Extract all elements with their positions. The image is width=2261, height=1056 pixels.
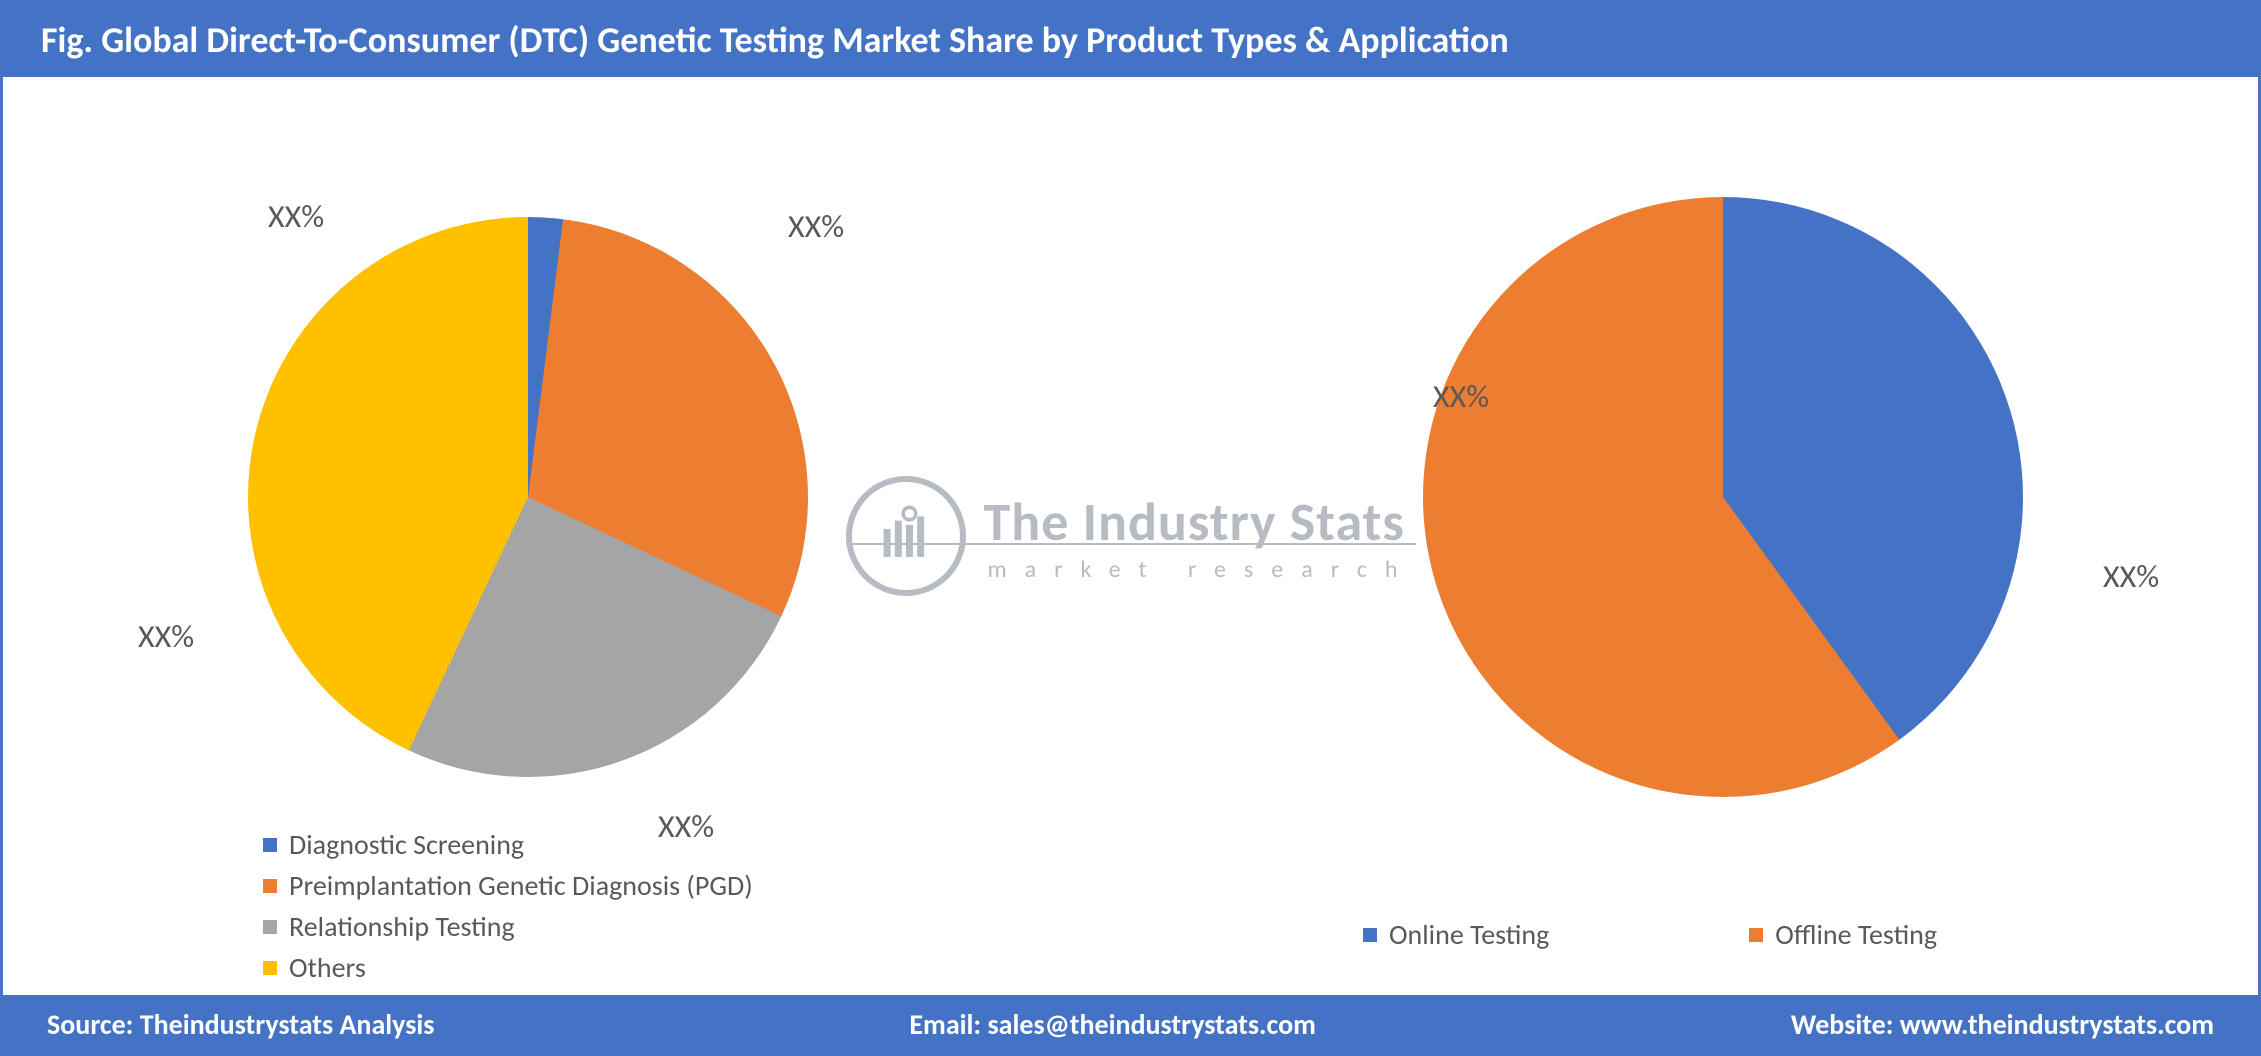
legend-item: Relationship Testing — [263, 909, 753, 944]
watermark-main: The Industry Stats — [983, 489, 1415, 555]
legend-swatch — [263, 838, 277, 852]
legend-swatch — [1749, 928, 1763, 942]
pie-disc — [248, 217, 808, 777]
footer-source-label: Source: — [47, 1007, 133, 1042]
product-types-legend: Diagnostic Screening Preimplantation Gene… — [263, 827, 753, 991]
application-pie: XX%XX% — [1423, 197, 2023, 797]
watermark-sub: market research — [987, 555, 1415, 584]
footer-website-label: Website: — [1791, 1007, 1894, 1042]
legend-label: Offline Testing — [1775, 917, 1937, 952]
product-types-pie-panel: XX%XX%XX%XX% — [248, 217, 808, 777]
footer-email: Email: sales@theindustrystats.com — [909, 1007, 1316, 1042]
gear-icon — [845, 476, 965, 596]
footer-bar: Source: Theindustrystats Analysis Email:… — [3, 995, 2258, 1053]
legend-item: Diagnostic Screening — [263, 827, 753, 862]
slice-data-label: XX% — [138, 617, 194, 656]
watermark-text: The Industry Stats market research — [983, 489, 1415, 584]
footer-website: Website: www.theindustrystats.com — [1791, 1007, 2214, 1042]
legend-label: Preimplantation Genetic Diagnosis (PGD) — [289, 868, 753, 903]
legend-item: Online Testing — [1363, 917, 1549, 952]
legend-swatch — [1363, 928, 1377, 942]
footer-source: Source: Theindustrystats Analysis — [47, 1007, 434, 1042]
legend-swatch — [263, 961, 277, 975]
legend-swatch — [263, 879, 277, 893]
title-bar: Fig. Global Direct-To-Consumer (DTC) Gen… — [3, 3, 2258, 77]
watermark: The Industry Stats market research — [845, 476, 1415, 596]
application-legend: Online Testing Offline Testing — [1363, 917, 1937, 952]
legend-item: Offline Testing — [1749, 917, 1937, 952]
slice-data-label: XX% — [2103, 557, 2159, 596]
pie-disc — [1423, 197, 2023, 797]
legend-item: Others — [263, 950, 753, 985]
legend-item: Preimplantation Genetic Diagnosis (PGD) — [263, 868, 753, 903]
slice-data-label: XX% — [1433, 377, 1489, 416]
slice-data-label: XX% — [788, 207, 844, 246]
product-types-pie: XX%XX%XX%XX% — [248, 217, 808, 777]
application-pie-panel: XX%XX% — [1423, 197, 2023, 797]
chart-title: Fig. Global Direct-To-Consumer (DTC) Gen… — [41, 18, 1509, 62]
footer-email-value: sales@theindustrystats.com — [987, 1007, 1315, 1042]
footer-source-value: Theindustrystats Analysis — [140, 1007, 435, 1042]
legend-label: Diagnostic Screening — [289, 827, 524, 862]
legend-label: Relationship Testing — [289, 909, 515, 944]
watermark-rule — [845, 543, 1415, 545]
legend-swatch — [263, 920, 277, 934]
footer-website-value: www.theindustrystats.com — [1900, 1007, 2214, 1042]
slice-data-label: XX% — [268, 197, 324, 236]
legend-label: Online Testing — [1389, 917, 1549, 952]
chart-frame: Fig. Global Direct-To-Consumer (DTC) Gen… — [0, 0, 2261, 1056]
legend-label: Others — [289, 950, 366, 985]
footer-email-label: Email: — [909, 1007, 981, 1042]
chart-area: XX%XX%XX%XX% Diagnostic ScreeningPreimpl… — [3, 77, 2258, 995]
